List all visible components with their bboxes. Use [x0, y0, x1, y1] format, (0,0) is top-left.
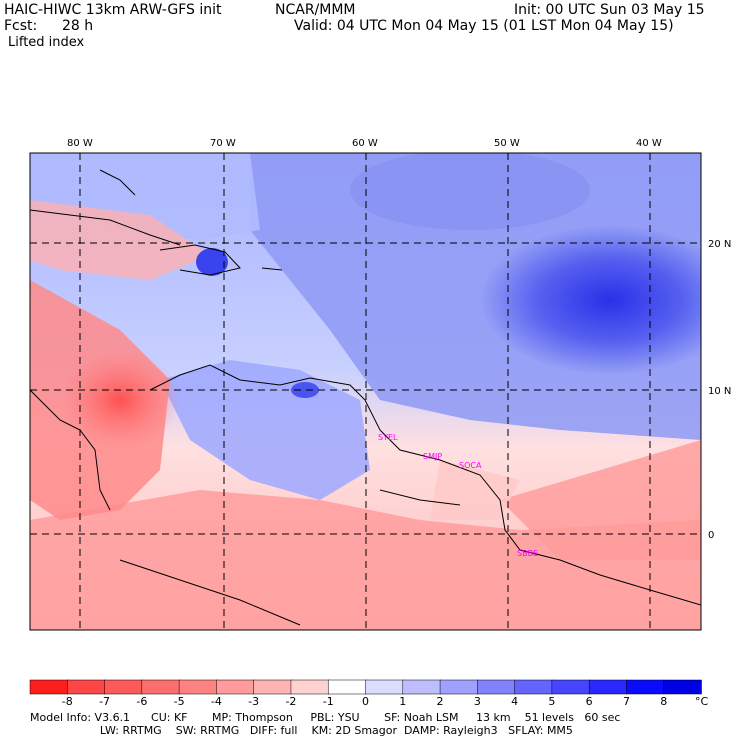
colorbar-tick-label: -8 — [62, 695, 73, 708]
colorbar-swatch — [178, 679, 218, 695]
colorbar-swatch — [439, 679, 479, 695]
lon-label: 40 W — [636, 138, 662, 149]
colorbar-swatch — [514, 679, 553, 695]
colorbar-tick-label: -1 — [323, 695, 334, 708]
colorbar-tick-label: 6 — [586, 695, 593, 708]
field-name: Lifted index — [8, 35, 85, 50]
colorbar-swatch — [402, 679, 441, 695]
colorbar-tick-label: 8 — [660, 695, 667, 708]
colorbar-swatch — [290, 679, 329, 695]
colorbar-tick-label: -2 — [285, 695, 296, 708]
colorbar-tick-label: -6 — [136, 695, 147, 708]
colorbar-tick-label: 0 — [362, 695, 369, 708]
init-time: Init: 00 UTC Sun 03 May 15 — [514, 2, 705, 18]
colorbar-unit: °C — [695, 695, 709, 708]
lon-label: 50 W — [494, 138, 520, 149]
colorbar-swatch — [253, 679, 292, 695]
colorbar-swatch — [477, 679, 516, 695]
colorbar-swatch — [626, 679, 665, 695]
valid-time: Valid: 04 UTC Mon 04 May 15 (01 LST Mon … — [294, 18, 674, 34]
station-label: SYEL — [378, 433, 398, 442]
model-info-line2: LW: RRTMG SW: RRTMG DIFF: full KM: 2D Sm… — [30, 724, 573, 737]
colorbar-swatch — [141, 679, 180, 695]
colorbar-swatch — [588, 679, 628, 695]
coastlines — [30, 169, 701, 626]
station-label: SMJP — [423, 452, 442, 461]
colorbar-tick-label: 1 — [399, 695, 406, 708]
lat-label: 10 N — [708, 386, 731, 397]
lon-label: 60 W — [352, 138, 378, 149]
model-title: HAIC-HIWC 13km ARW-GFS init — [4, 2, 222, 18]
lat-label: 20 N — [708, 239, 731, 250]
colorbar-swatch — [663, 679, 702, 695]
station-label: SBBE — [517, 549, 538, 558]
colorbar-tick-label: 4 — [511, 695, 518, 708]
map-frame — [29, 152, 702, 631]
forecast-label: Fcst: — [4, 18, 38, 34]
colorbar-swatch — [365, 679, 404, 695]
lat-label: 0 — [708, 530, 714, 541]
colorbar-tick-label: 2 — [437, 695, 444, 708]
colorbar-tick-label: -5 — [174, 695, 185, 708]
station-label: SOCA — [459, 461, 482, 470]
colorbar — [29, 679, 702, 695]
colorbar-tick-label: -7 — [99, 695, 110, 708]
org-label: NCAR/MMM — [275, 2, 356, 18]
colorbar-tick-label: -3 — [248, 695, 259, 708]
lat-lon-grid — [30, 153, 701, 630]
lon-label: 80 W — [67, 138, 93, 149]
colorbar-swatch — [29, 679, 69, 695]
colorbar-tick-label: 3 — [474, 695, 481, 708]
colorbar-tick-label: 7 — [623, 695, 630, 708]
colorbar-tick-label: 5 — [548, 695, 555, 708]
colorbar-swatch — [104, 679, 143, 695]
colorbar-swatch — [327, 679, 367, 695]
colorbar-labels: -8 -7 -6 -5 -4 -3 -2 -1 0 1 2 3 4 5 6 7 8 — [62, 695, 667, 708]
colorbar-swatch — [216, 679, 255, 695]
forecast-hour: 28 h — [62, 18, 94, 34]
colorbar-swatch — [551, 679, 590, 695]
colorbar-tick-label: -4 — [211, 695, 222, 708]
model-info-line1: Model Info: V3.6.1 CU: KF MP: Thompson P… — [30, 711, 621, 724]
colorbar-swatch — [67, 679, 106, 695]
lon-label: 70 W — [210, 138, 236, 149]
